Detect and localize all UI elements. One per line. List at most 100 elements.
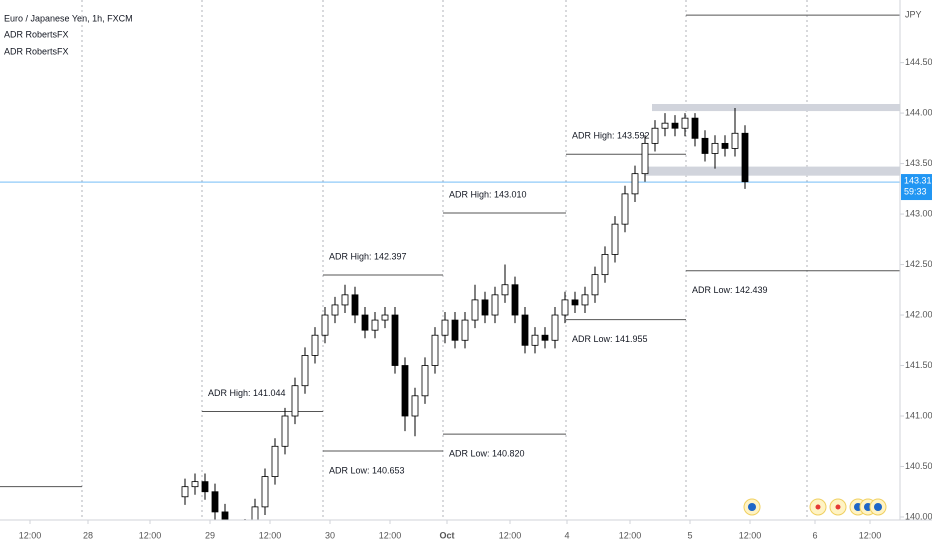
y-tick-label: 143.500: [905, 158, 932, 168]
event-icon: [835, 504, 841, 510]
adr-label: ADR Low: 140.820: [449, 449, 525, 459]
candle-body: [581, 294, 589, 306]
price-badge: [901, 174, 932, 201]
x-tick-label: 12:00: [379, 530, 402, 540]
candle-body: [541, 334, 549, 341]
x-tick-label: 12:00: [139, 530, 162, 540]
candle-body: [601, 254, 609, 276]
candle-body: [501, 284, 509, 296]
x-tick-label: 29: [205, 530, 215, 540]
y-tick-label: 141.500: [905, 360, 932, 370]
candle-body: [391, 314, 399, 366]
adr-label: ADR High: 143.010: [449, 189, 527, 199]
y-tick-label: 140.500: [905, 461, 932, 471]
y-tick-label: 142.500: [905, 259, 932, 269]
candle-body: [721, 142, 729, 149]
candle-body: [281, 415, 289, 447]
y-tick-label: 141.000: [905, 410, 932, 420]
candle-body: [481, 299, 489, 316]
candle-body: [741, 132, 749, 183]
adr-label: ADR Low: 140.653: [329, 465, 405, 475]
candle-body: [611, 223, 619, 255]
adr-label: ADR High: 142.397: [329, 251, 407, 261]
candle-body: [191, 481, 199, 488]
candle-body: [371, 319, 379, 331]
x-tick-label: 30: [325, 530, 335, 540]
candle-body: [431, 334, 439, 366]
candle-body: [631, 173, 639, 195]
x-tick-label: 12:00: [739, 530, 762, 540]
candle-body: [551, 314, 559, 341]
price-zone: [652, 104, 900, 112]
x-tick-label: 5: [687, 530, 692, 540]
candle-body: [641, 142, 649, 175]
candle-body: [321, 314, 329, 336]
candle-body: [701, 137, 709, 154]
candle-body: [571, 299, 579, 306]
candle-body: [461, 319, 469, 341]
x-tick-label: 6: [812, 530, 817, 540]
candle-body: [591, 274, 599, 296]
candle-body: [181, 486, 189, 498]
candle-body: [411, 395, 419, 417]
indicator-label: ADR RobertsFX: [4, 46, 69, 56]
candle-body: [351, 294, 359, 316]
candle-body: [421, 365, 429, 397]
candle-body: [291, 385, 299, 417]
candle-body: [251, 506, 259, 520]
candle-body: [561, 299, 569, 316]
adr-label: ADR High: 143.592: [572, 131, 650, 141]
price-zone: [645, 166, 900, 176]
adr-label: ADR Low: 142.439: [692, 285, 768, 295]
y-tick-label: 144.500: [905, 57, 932, 67]
chart-title: Euro / Japanese Yen, 1h, FXCM: [4, 13, 133, 23]
candle-body: [531, 334, 539, 346]
event-icon: [874, 503, 882, 511]
x-tick-label: 12:00: [859, 530, 882, 540]
candle-body: [511, 284, 519, 316]
y-tick-label: 144.000: [905, 107, 932, 117]
indicator-label: ADR RobertsFX: [4, 29, 69, 39]
price-countdown: 59:33: [904, 186, 927, 196]
candle-body: [301, 355, 309, 387]
x-tick-label: 12:00: [619, 530, 642, 540]
candle-body: [681, 117, 689, 129]
candle-body: [401, 365, 409, 417]
x-tick-label: Oct: [439, 530, 454, 540]
candle-body: [691, 117, 699, 139]
candle-body: [201, 481, 209, 493]
candle-body: [471, 299, 479, 321]
candle-body: [242, 527, 248, 537]
y-tick-label: 142.000: [905, 309, 932, 319]
candle-body: [711, 142, 719, 154]
candle-body: [651, 127, 659, 144]
adr-label: ADR High: 141.044: [208, 388, 286, 398]
candle-body: [621, 193, 629, 225]
x-tick-label: 12:00: [499, 530, 522, 540]
event-icon: [748, 503, 756, 511]
candle-body: [661, 122, 669, 129]
candle-body: [731, 132, 739, 149]
event-icons[interactable]: [743, 498, 887, 516]
candle-body: [331, 304, 339, 316]
axis-unit: JPY: [905, 9, 922, 19]
candle-body: [271, 445, 279, 477]
candle-body: [441, 319, 449, 336]
x-tick-label: 28: [83, 530, 93, 540]
candle-body: [211, 491, 219, 513]
x-tick-label: 12:00: [259, 530, 282, 540]
candle-body: [361, 314, 369, 331]
candle-body: [451, 319, 459, 341]
candle-body: [671, 122, 679, 129]
x-tick-label: 4: [564, 530, 569, 540]
candle-body: [232, 532, 238, 537]
candle-body: [381, 314, 389, 321]
x-tick-label: 12:00: [19, 530, 42, 540]
y-tick-label: 140.000: [905, 511, 932, 521]
adr-label: ADR Low: 141.955: [572, 334, 648, 344]
candle-body: [491, 294, 499, 316]
candle-body: [261, 476, 269, 508]
candle-body: [341, 294, 349, 306]
